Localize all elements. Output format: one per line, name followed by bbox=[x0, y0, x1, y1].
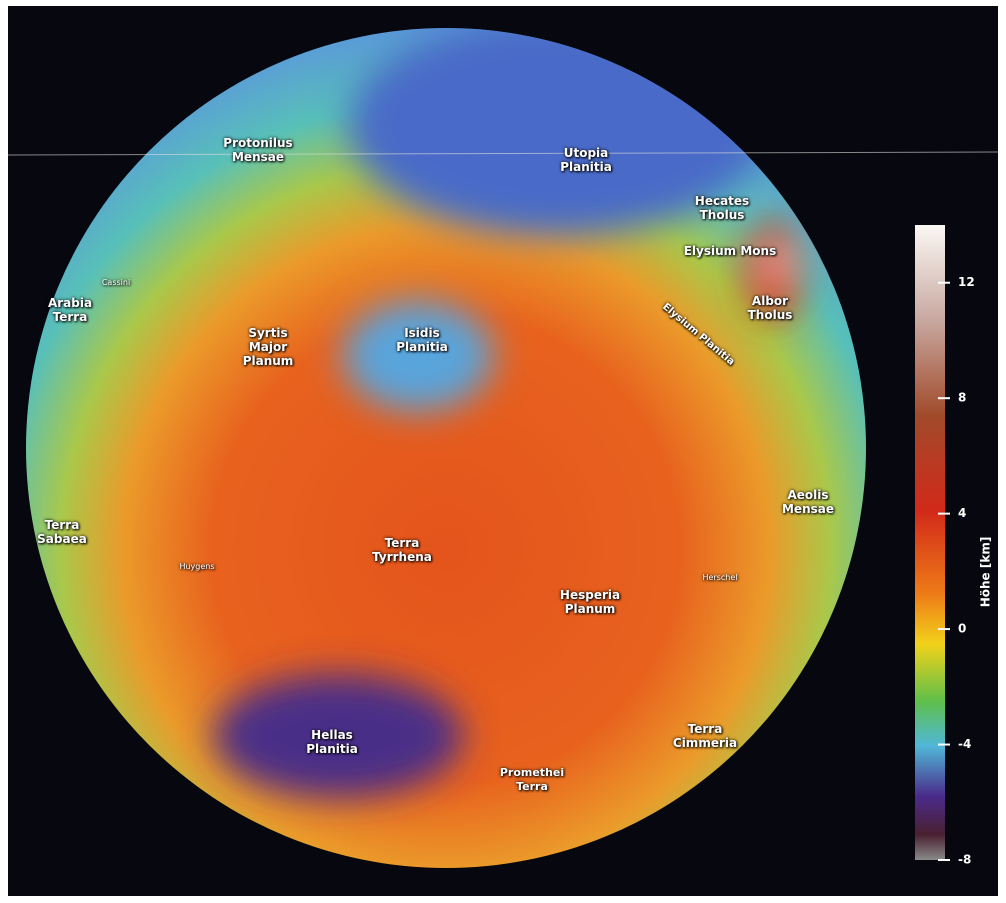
colorbar-tick-label: -8 bbox=[958, 853, 971, 867]
map: Höhe [km] 12 8 4 0 -4 -8 bbox=[8, 28, 998, 868]
place-label: Hecates Tholus bbox=[694, 194, 750, 222]
colorbar-tick-label: 4 bbox=[958, 506, 966, 520]
place-label: Utopia Planitia bbox=[560, 146, 612, 174]
place-label: Arabia Terra bbox=[47, 296, 93, 324]
colorbar-label: Höhe [km] bbox=[979, 537, 993, 608]
colorbar bbox=[915, 225, 945, 860]
colorbar-tick-label: -4 bbox=[958, 737, 971, 751]
place-label: Elysium Mons bbox=[683, 244, 777, 258]
place-label: Aeolis Mensae bbox=[781, 488, 834, 516]
place-label: Huygens bbox=[179, 562, 215, 571]
place-label: Cassini bbox=[101, 278, 131, 287]
colorbar-tick-label: 12 bbox=[958, 275, 975, 289]
place-label: Terra Sabaea bbox=[37, 518, 87, 546]
place-label: Protonilus Mensae bbox=[223, 136, 293, 164]
place-label: Terra Tyrrhena bbox=[372, 536, 432, 564]
colorbar-tick-label: 8 bbox=[958, 391, 966, 405]
place-label: Promethei Terra bbox=[499, 766, 565, 793]
place-label: Hesperia Planum bbox=[559, 588, 621, 616]
place-label: Herschel bbox=[702, 573, 738, 582]
planet bbox=[26, 28, 866, 868]
place-label: Isidis Planitia bbox=[396, 326, 448, 354]
colorbar-tick-label: 0 bbox=[958, 622, 966, 636]
scan-line bbox=[8, 151, 998, 156]
map-frame: Höhe [km] 12 8 4 0 -4 -8 Protonilus Mensae Ut… bbox=[8, 6, 998, 896]
place-label: Albor Tholus bbox=[747, 294, 793, 322]
place-label: Terra Cimmeria bbox=[672, 722, 738, 750]
place-label: Hellas Planitia bbox=[306, 728, 358, 756]
place-label: Syrtis Major Planum bbox=[242, 326, 294, 368]
